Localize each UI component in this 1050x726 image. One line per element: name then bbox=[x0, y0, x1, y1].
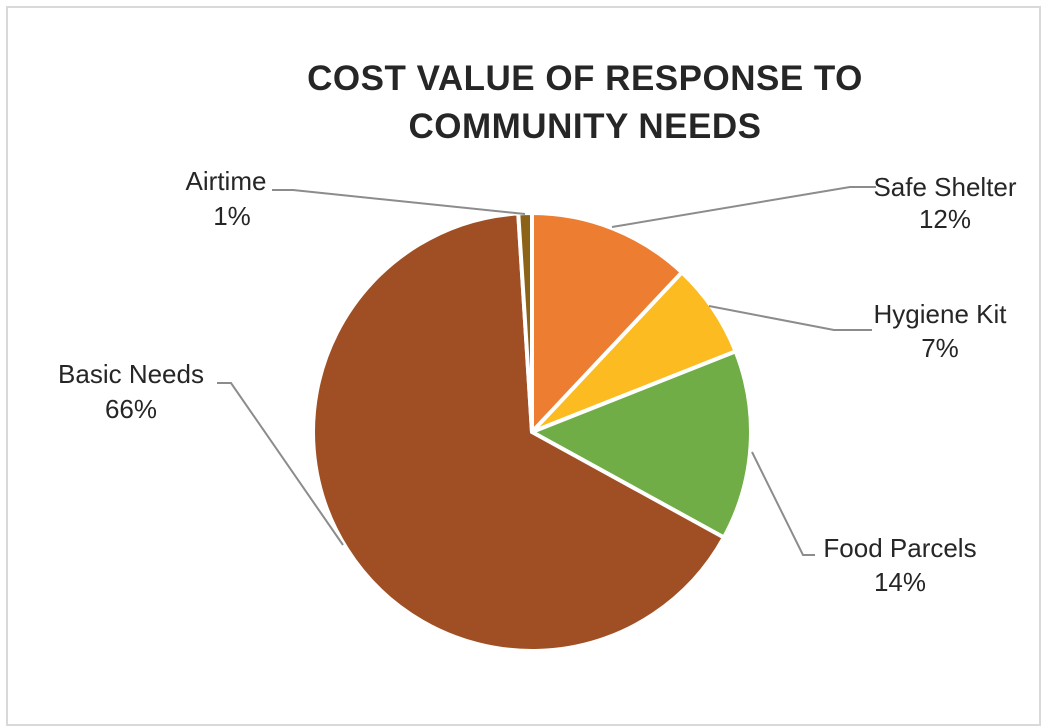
leader-line-food-parcels bbox=[751, 451, 815, 556]
data-label-hygiene-kit: Hygiene Kit 7% bbox=[874, 299, 1008, 363]
data-label-airtime: Airtime 1% bbox=[186, 166, 267, 231]
slice-percent-food-parcels: 14% bbox=[874, 567, 926, 597]
data-label-safe-shelter: Safe Shelter 12% bbox=[873, 172, 1016, 234]
chart-title-line-2: COMMUNITY NEEDS bbox=[409, 107, 762, 146]
leader-line-basic-needs bbox=[217, 382, 344, 546]
slice-percent-hygiene-kit: 7% bbox=[921, 333, 959, 363]
slice-name-basic-needs: Basic Needs bbox=[58, 359, 204, 389]
data-label-food-parcels: Food Parcels 14% bbox=[823, 533, 976, 597]
chart-title-line-1: COST VALUE OF RESPONSE TO bbox=[307, 59, 863, 98]
slice-name-hygiene-kit: Hygiene Kit bbox=[874, 299, 1008, 329]
slice-percent-airtime: 1% bbox=[213, 201, 251, 231]
pie-slice-safe-shelter bbox=[530, 211, 684, 434]
leader-line-airtime bbox=[272, 189, 526, 215]
slice-percent-basic-needs: 66% bbox=[105, 394, 157, 424]
leader-line-hygiene-kit bbox=[708, 305, 872, 331]
pie-slice-food-parcels bbox=[530, 349, 753, 540]
slice-name-food-parcels: Food Parcels bbox=[823, 533, 976, 563]
chart-title: COST VALUE OF RESPONSE TO COMMUNITY NEED… bbox=[307, 59, 863, 146]
data-label-basic-needs: Basic Needs 66% bbox=[58, 359, 204, 424]
leader-line-safe-shelter bbox=[611, 186, 876, 228]
slice-name-safe-shelter: Safe Shelter bbox=[873, 172, 1016, 202]
pie-slices bbox=[311, 210, 753, 653]
pie-chart: COST VALUE OF RESPONSE TO COMMUNITY NEED… bbox=[58, 59, 1017, 653]
slice-name-airtime: Airtime bbox=[186, 166, 267, 196]
pie-slice-basic-needs bbox=[311, 211, 726, 653]
leader-lines bbox=[217, 186, 876, 556]
slice-percent-safe-shelter: 12% bbox=[919, 204, 971, 234]
